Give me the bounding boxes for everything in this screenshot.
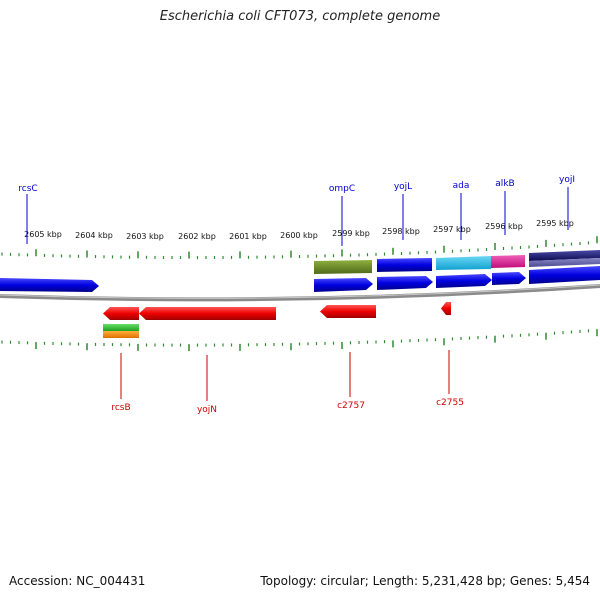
scale-label: 2603 kbp — [126, 232, 164, 241]
scale-label: 2599 kbp — [332, 229, 370, 238]
scale-label: 2602 kbp — [178, 232, 216, 241]
gene-label-c2755[interactable]: c2755 — [436, 398, 464, 408]
scale-label: 2601 kbp — [229, 232, 267, 241]
green-feature-segment[interactable] — [103, 324, 139, 331]
reverse-strand-features — [103, 302, 451, 338]
genome-backbone — [0, 284, 600, 302]
gene-label-yojN[interactable]: yojN — [197, 405, 217, 415]
navy-feature-segment[interactable] — [529, 250, 600, 261]
gene-arrow-c2757[interactable] — [320, 305, 376, 318]
gene-arrow-alkB[interactable] — [492, 272, 526, 285]
gene-arrow-rcsC[interactable] — [0, 278, 99, 292]
genome-backbone-highlight — [0, 284, 600, 299]
scale-label: 2605 kbp — [24, 230, 62, 239]
gene-label-ompC[interactable]: ompC — [329, 184, 355, 194]
scale-label: 2595 kbp — [536, 219, 574, 228]
gene-arrow-yojN[interactable] — [139, 307, 276, 320]
genome-summary-text: Topology: circular; Length: 5,231,428 bp… — [260, 574, 590, 588]
gene-arrow-rcsB[interactable] — [103, 307, 139, 320]
forward-tick-ruler — [1, 236, 598, 260]
gene-arrow-ompC[interactable] — [314, 278, 373, 292]
forward-gene-labels: rcsC ompC yojL ada alkB yojI — [18, 175, 575, 246]
gene-arrow-c2755[interactable] — [441, 302, 451, 315]
olive-feature-segment[interactable] — [314, 260, 372, 274]
scale-label: 2600 kbp — [280, 231, 318, 240]
scale-labels: 2605 kbp 2604 kbp 2603 kbp 2602 kbp 2601… — [24, 219, 574, 241]
gene-arrow-yojL-upper[interactable] — [377, 258, 432, 272]
forward-strand-features — [0, 250, 600, 292]
gene-label-yojL[interactable]: yojL — [394, 182, 412, 192]
accession-text: Accession: NC_004431 — [9, 574, 146, 588]
gene-label-rcsC[interactable]: rcsC — [18, 184, 37, 194]
purple-feature-segment[interactable] — [529, 258, 600, 267]
gene-label-c2757[interactable]: c2757 — [337, 401, 365, 411]
scale-label: 2604 kbp — [75, 231, 113, 240]
magenta-feature-segment[interactable] — [491, 255, 525, 268]
gene-label-rcsB[interactable]: rcsB — [111, 403, 130, 413]
reverse-tick-ruler — [1, 329, 598, 352]
scale-label: 2597 kbp — [433, 225, 471, 234]
gene-arrow-ada[interactable] — [436, 274, 492, 288]
map-title: Escherichia coli CFT073, complete genome — [159, 9, 441, 24]
scale-label: 2598 kbp — [382, 227, 420, 236]
gene-label-ada[interactable]: ada — [453, 181, 470, 191]
cyan-feature-segment[interactable] — [436, 256, 491, 270]
reverse-gene-labels: rcsB yojN c2757 c2755 — [111, 350, 464, 415]
gene-arrow-yojL[interactable] — [377, 276, 433, 290]
orange-feature-segment[interactable] — [103, 331, 139, 338]
gene-label-yojI[interactable]: yojI — [559, 175, 575, 185]
gene-arrow-yojI[interactable] — [529, 266, 600, 284]
scale-label: 2596 kbp — [485, 222, 523, 231]
gene-label-alkB[interactable]: alkB — [495, 179, 514, 189]
